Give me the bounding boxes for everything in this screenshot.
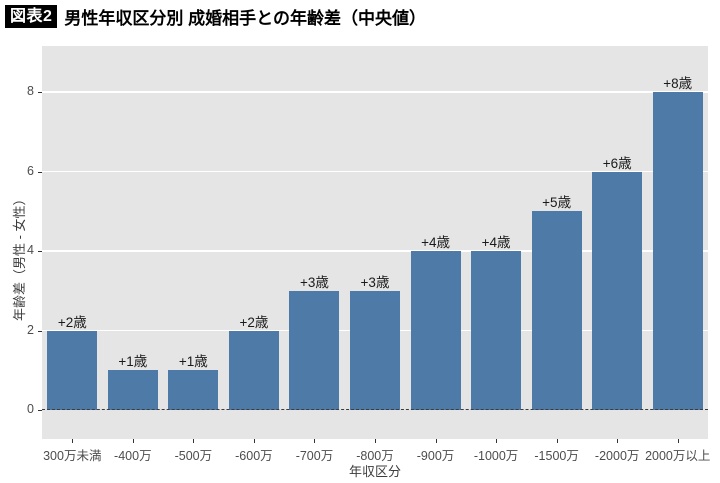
x-axis-tick (253, 439, 255, 443)
bar (47, 330, 98, 410)
bar (410, 251, 461, 410)
x-axis-tick (193, 439, 195, 443)
x-axis-tick (677, 439, 679, 443)
x-tick-label: -1500万 (534, 449, 579, 463)
y-tick-label: 6 (27, 163, 34, 178)
x-tick-label: -1000万 (473, 449, 519, 463)
x-axis-tick (72, 439, 74, 443)
x-axis-tick (617, 439, 619, 443)
bar (531, 211, 582, 410)
x-tick-label: -500万 (174, 449, 213, 463)
bar (350, 290, 400, 410)
y-axis-tick (38, 409, 42, 411)
bar-label: +5歳 (542, 195, 572, 211)
bar (289, 290, 340, 410)
bar-label: +4歳 (481, 235, 511, 251)
bar (592, 171, 643, 410)
gridline (42, 170, 708, 173)
x-tick-label: -2000万 (594, 449, 640, 463)
x-axis-tick (435, 439, 437, 443)
x-axis-tick (314, 439, 316, 443)
y-axis-tick (38, 171, 42, 173)
x-axis-tick (496, 439, 498, 443)
x-tick-label: -800万 (356, 449, 394, 463)
x-axis-tick (556, 439, 558, 443)
bar-label: +1歳 (118, 354, 148, 370)
bar-label: +2歳 (239, 314, 269, 330)
bar-label: +8歳 (663, 76, 693, 92)
x-axis-tick (132, 439, 134, 443)
bar (471, 251, 522, 410)
x-tick-label: -700万 (295, 449, 334, 463)
y-axis-tick (38, 330, 42, 332)
plot-area: +2歳 +1歳 +1歳 +2歳 +3歳 +3歳 +4歳 +4歳 +5歳 +6歳 +8歳 (42, 46, 708, 439)
bar (228, 330, 279, 410)
title-badge: 図表2 (5, 4, 58, 28)
bar-label: +1歳 (178, 354, 208, 370)
bar-label: +2歳 (57, 314, 87, 330)
x-tick-label: 2000万以上 (645, 449, 711, 463)
zero-line (42, 409, 708, 411)
y-axis-tick (38, 92, 42, 94)
y-axis-tick (38, 251, 42, 253)
bar-label: +4歳 (421, 235, 450, 251)
chart-header: 図表2 男性年収区分別 成婚相手との年齢差（中央値） (5, 4, 426, 28)
x-tick-label: -900万 (416, 449, 455, 463)
y-tick-label: 4 (27, 243, 34, 258)
x-axis-title: 年収区分 (348, 464, 402, 479)
y-tick-label: 2 (27, 322, 34, 337)
bar-label: +3歳 (360, 274, 390, 290)
chart-title: 男性年収区分別 成婚相手との年齢差（中央値） (64, 8, 426, 28)
x-tick-label: -400万 (114, 449, 152, 463)
bar (652, 92, 703, 410)
bar-label: +3歳 (300, 274, 329, 290)
y-tick-label: 8 (27, 84, 34, 99)
bar (168, 370, 219, 410)
y-tick-label: 0 (27, 401, 34, 416)
bar (107, 370, 158, 410)
gridline (42, 250, 708, 252)
bar-label: +6歳 (602, 155, 632, 171)
x-axis-tick (375, 439, 376, 443)
x-tick-label: -600万 (235, 449, 273, 463)
gridline (42, 91, 708, 93)
x-tick-label: 300万未満 (43, 449, 102, 463)
